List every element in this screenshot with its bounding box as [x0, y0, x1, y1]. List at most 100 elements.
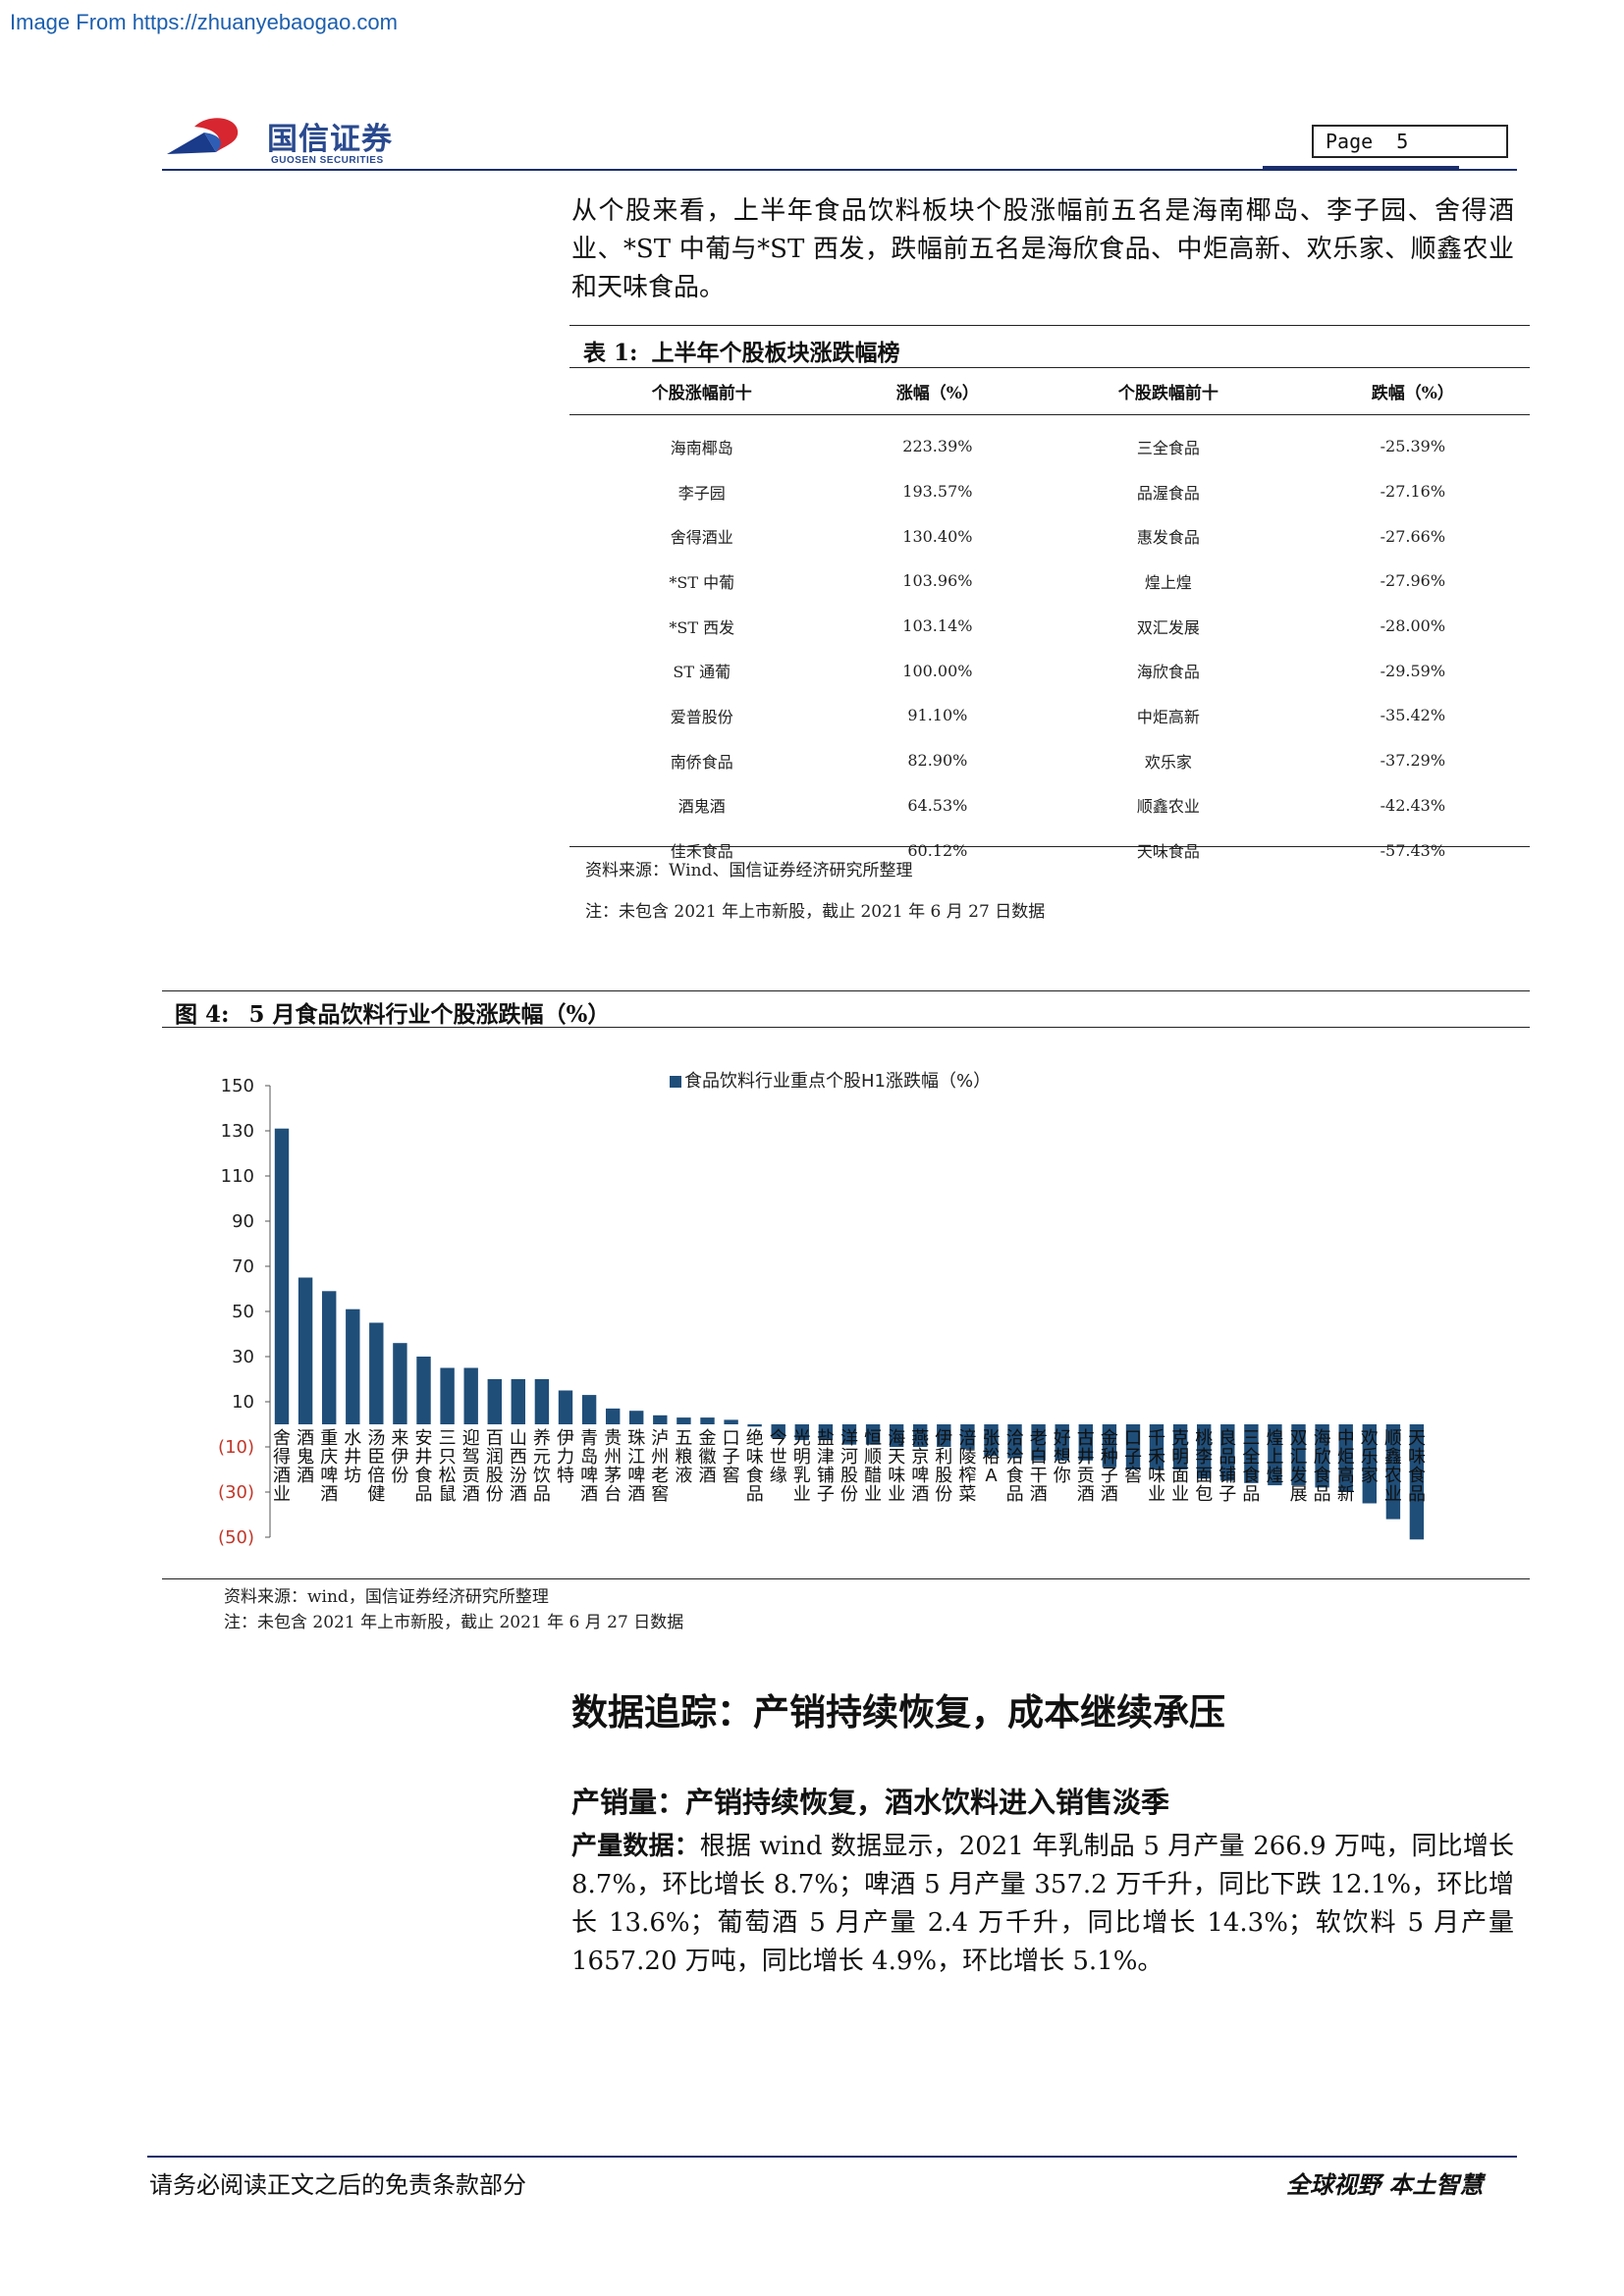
- x-tick-label: 古井贡酒: [1077, 1428, 1095, 1505]
- bar: [534, 1379, 550, 1424]
- x-tick-label: 三只松鼠: [439, 1428, 457, 1505]
- bar: [1197, 1424, 1212, 1479]
- y-tick-label: 70: [232, 1256, 254, 1277]
- loser-pct: -25.39%: [1380, 437, 1446, 456]
- x-tick-label: 海天味业: [888, 1428, 905, 1505]
- guosen-logo-icon: [167, 118, 239, 154]
- figure-caption: 图 4: 5 月食品饮料行业个股涨跌幅（%）: [175, 995, 610, 1029]
- figure-caption-number: 图 4:: [175, 1001, 230, 1028]
- x-tick-label: 老白干酒: [1030, 1428, 1048, 1505]
- x-tick-label: 水井坊: [344, 1428, 361, 1486]
- loser-name: 中炬高新: [1136, 707, 1200, 726]
- chart-legend: 食品饮料行业重点个股H1涨跌幅（%）: [670, 1071, 991, 1092]
- bar: [1268, 1424, 1282, 1486]
- bar: [1291, 1424, 1306, 1486]
- bar: [865, 1424, 881, 1445]
- bar: [629, 1411, 644, 1424]
- gainer-name: 酒鬼酒: [677, 797, 726, 817]
- footer-rule: [147, 2156, 1517, 2158]
- y-tick-label: (50): [218, 1527, 254, 1548]
- page-label: Page: [1326, 130, 1374, 153]
- bar: [677, 1417, 691, 1424]
- x-tick-label: 泸州老窖: [651, 1428, 669, 1505]
- loser-pct: -28.00%: [1380, 616, 1446, 636]
- x-tick-label: 百润股份: [486, 1428, 504, 1505]
- gainer-pct: 82.90%: [907, 751, 968, 771]
- bar: [1007, 1424, 1022, 1459]
- logo-text-en: GUOSEN SECURITIES: [271, 155, 384, 166]
- legend-label: 食品饮料行业重点个股H1涨跌幅（%）: [684, 1071, 991, 1092]
- bar: [416, 1357, 431, 1424]
- section-title: 数据追踪：产销持续恢复，成本继续承压: [571, 1690, 1225, 1734]
- figure-header-rule: [162, 1027, 1530, 1028]
- bar: [1220, 1424, 1235, 1481]
- loser-pct: -27.66%: [1380, 526, 1446, 546]
- x-tick-label: 盐津铺子: [817, 1428, 835, 1505]
- figure-note: 注：未包含 2021 年上市新股，截止 2021 年 6 月 27 日数据: [224, 1613, 684, 1632]
- bar: [274, 1128, 290, 1424]
- x-tick-label: 涪陵榨菜: [958, 1428, 976, 1505]
- source-banner: Image From https://zhuanyebaogao.com: [10, 10, 398, 34]
- logo-text-cn: 国信证券: [267, 122, 393, 157]
- bar: [369, 1322, 384, 1424]
- bar: [606, 1408, 621, 1424]
- x-tick-label: 安井食品: [415, 1428, 433, 1505]
- table-row: 舍得酒业 130.40% 惠发食品 -27.66%: [569, 513, 1530, 559]
- bar: [558, 1390, 573, 1424]
- y-tick-label: 10: [232, 1392, 254, 1413]
- bar: [511, 1379, 525, 1424]
- gainer-pct: 91.10%: [907, 706, 968, 725]
- gainer-pct: 64.53%: [907, 795, 968, 815]
- loser-pct: -27.16%: [1380, 482, 1446, 502]
- x-tick-label: 欢乐家: [1361, 1428, 1379, 1486]
- header-rule-accent: [1263, 166, 1459, 171]
- table-row: 李子园 193.57% 品渥食品 -27.16%: [569, 469, 1530, 514]
- gainer-name: *ST 中葡: [669, 572, 735, 592]
- table-caption: 表 1: 上半年个股板块涨跌幅榜: [583, 334, 900, 367]
- table-row: ST 通葡 100.00% 海欣食品 -29.59%: [569, 648, 1530, 693]
- table-top-rule: [569, 325, 1530, 326]
- x-tick-label: 克明面业: [1171, 1428, 1189, 1505]
- x-tick-label: 三全食品: [1242, 1428, 1260, 1505]
- x-tick-label: 光明乳业: [793, 1428, 811, 1505]
- table-row: 南侨食品 82.90% 欢乐家 -37.29%: [569, 738, 1530, 783]
- chart-axis: 150 130 110 90 70 50 30 10 (10) (30) (50): [218, 1076, 271, 1548]
- bar: [1031, 1424, 1046, 1461]
- loser-name: 欢乐家: [1144, 752, 1192, 772]
- bar: [700, 1417, 715, 1424]
- loser-name: 天味食品: [1136, 842, 1200, 862]
- y-tick-label: 150: [221, 1076, 254, 1096]
- y-tick-label: 50: [232, 1302, 254, 1322]
- header-loss-pct: 跌幅（%）: [1371, 383, 1454, 403]
- bar: [440, 1367, 455, 1424]
- x-tick-label: 煌上煌: [1267, 1428, 1284, 1486]
- x-tick-label: 燕京啤酒: [911, 1428, 929, 1505]
- figure-source: 资料来源：wind，国信证券经济研究所整理: [224, 1587, 549, 1607]
- bar: [771, 1424, 785, 1438]
- y-tick-label: (10): [218, 1437, 254, 1458]
- x-tick-label: 珠江啤酒: [627, 1428, 645, 1505]
- x-tick-label: 洽洽食品: [1006, 1428, 1024, 1505]
- loser-name: 惠发食品: [1136, 528, 1200, 548]
- x-tick-label: 金种子酒: [1101, 1428, 1118, 1505]
- production-text: 根据 wind 数据显示，2021 年乳制品 5 月产量 266.9 万吨，同比…: [571, 1832, 1514, 1976]
- x-tick-label: 好想你: [1054, 1428, 1071, 1486]
- gainer-name: 爱普股份: [670, 707, 733, 726]
- bar: [889, 1424, 904, 1447]
- x-tick-label: 迎驾贡酒: [462, 1428, 480, 1505]
- header-gain-pct: 涨幅（%）: [895, 383, 979, 403]
- bar: [913, 1424, 928, 1447]
- section-subtitle: 产销量：产销持续恢复，酒水饮料进入销售淡季: [571, 1786, 1170, 1819]
- bar: [960, 1424, 975, 1450]
- legend-swatch: [670, 1076, 681, 1088]
- y-tick-label: (30): [218, 1482, 254, 1503]
- bar: [747, 1424, 762, 1427]
- x-tick-label: 伊力特: [557, 1428, 574, 1486]
- x-tick-label: 口子窖: [723, 1428, 740, 1486]
- bar: [298, 1277, 313, 1424]
- gainer-pct: 130.40%: [902, 526, 973, 546]
- bar: [393, 1343, 407, 1424]
- figure-bottom-rule: [162, 1578, 1530, 1579]
- bar: [1078, 1424, 1093, 1461]
- loser-pct: -57.43%: [1380, 840, 1446, 860]
